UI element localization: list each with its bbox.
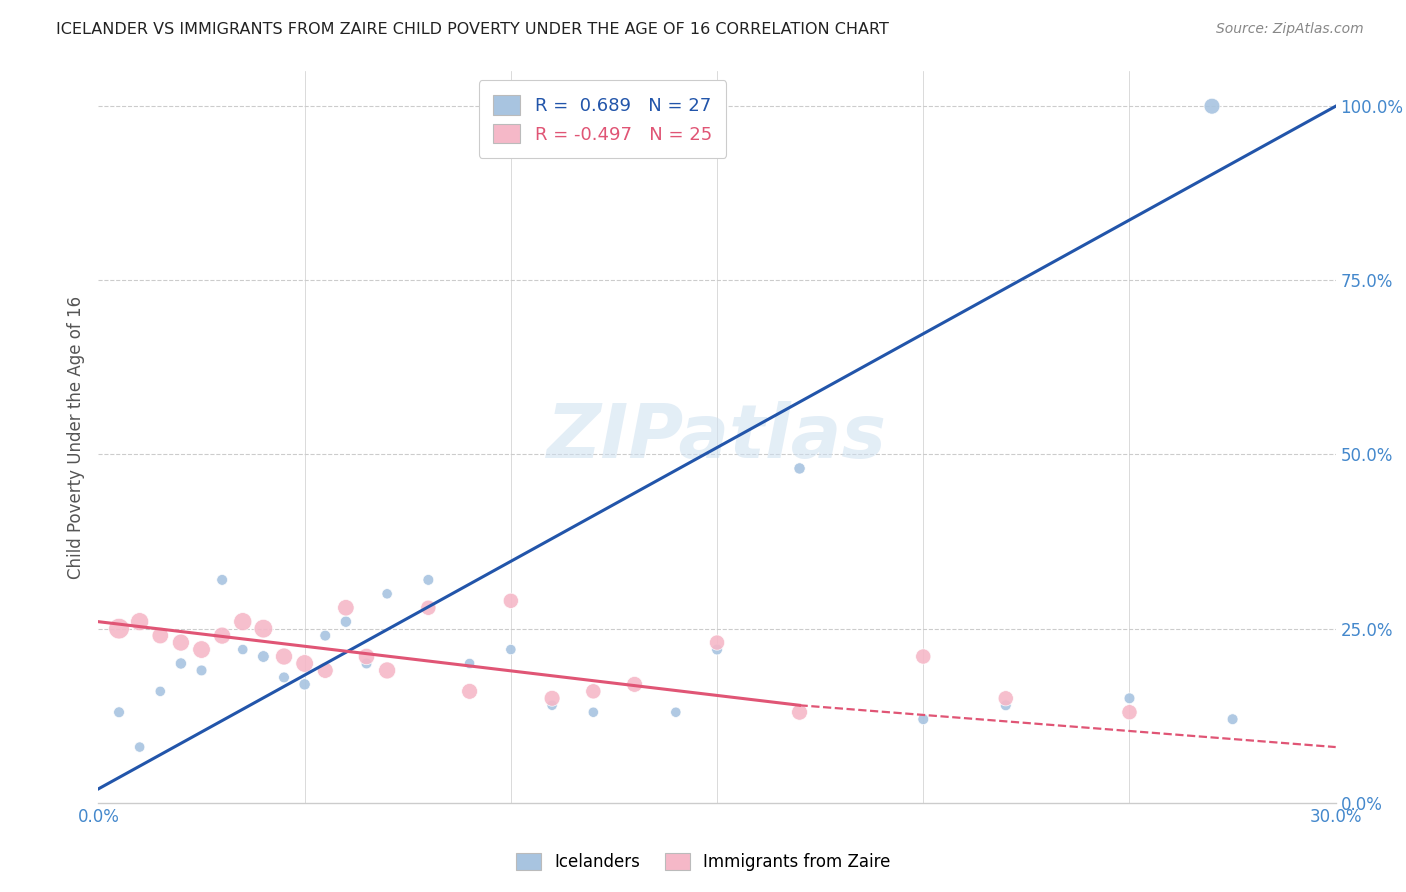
Point — [541, 698, 564, 713]
Point — [149, 629, 172, 643]
Point — [418, 573, 440, 587]
Point — [623, 677, 645, 691]
Point — [1118, 705, 1140, 719]
Point — [211, 573, 233, 587]
Point — [190, 642, 212, 657]
Legend: Icelanders, Immigrants from Zaire: Icelanders, Immigrants from Zaire — [508, 845, 898, 880]
Point — [128, 740, 150, 755]
Point — [232, 615, 254, 629]
Point — [994, 691, 1017, 706]
Point — [294, 677, 316, 691]
Point — [375, 587, 398, 601]
Point — [170, 635, 193, 649]
Point — [211, 629, 233, 643]
Text: ICELANDER VS IMMIGRANTS FROM ZAIRE CHILD POVERTY UNDER THE AGE OF 16 CORRELATION: ICELANDER VS IMMIGRANTS FROM ZAIRE CHILD… — [56, 22, 889, 37]
Point — [458, 684, 481, 698]
Point — [375, 664, 398, 678]
Point — [1201, 99, 1223, 113]
Point — [706, 635, 728, 649]
Point — [149, 684, 172, 698]
Point — [252, 622, 274, 636]
Point — [1118, 691, 1140, 706]
Point — [170, 657, 193, 671]
Point — [273, 649, 295, 664]
Point — [541, 691, 564, 706]
Point — [994, 698, 1017, 713]
Legend: R =  0.689   N = 27, R = -0.497   N = 25: R = 0.689 N = 27, R = -0.497 N = 25 — [478, 80, 727, 158]
Point — [314, 629, 336, 643]
Point — [582, 705, 605, 719]
Point — [335, 615, 357, 629]
Point — [499, 642, 522, 657]
Point — [356, 649, 378, 664]
Point — [499, 594, 522, 608]
Point — [273, 670, 295, 684]
Point — [665, 705, 688, 719]
Point — [190, 664, 212, 678]
Point — [458, 657, 481, 671]
Point — [252, 649, 274, 664]
Point — [1222, 712, 1244, 726]
Point — [706, 642, 728, 657]
Point — [582, 684, 605, 698]
Text: Source: ZipAtlas.com: Source: ZipAtlas.com — [1216, 22, 1364, 37]
Point — [789, 461, 811, 475]
Point — [418, 600, 440, 615]
Point — [789, 705, 811, 719]
Point — [232, 642, 254, 657]
Point — [335, 600, 357, 615]
Text: ZIPatlas: ZIPatlas — [547, 401, 887, 474]
Point — [314, 664, 336, 678]
Point — [912, 712, 935, 726]
Point — [128, 615, 150, 629]
Point — [356, 657, 378, 671]
Point — [294, 657, 316, 671]
Point — [912, 649, 935, 664]
Point — [108, 705, 131, 719]
Y-axis label: Child Poverty Under the Age of 16: Child Poverty Under the Age of 16 — [66, 295, 84, 579]
Point — [108, 622, 131, 636]
